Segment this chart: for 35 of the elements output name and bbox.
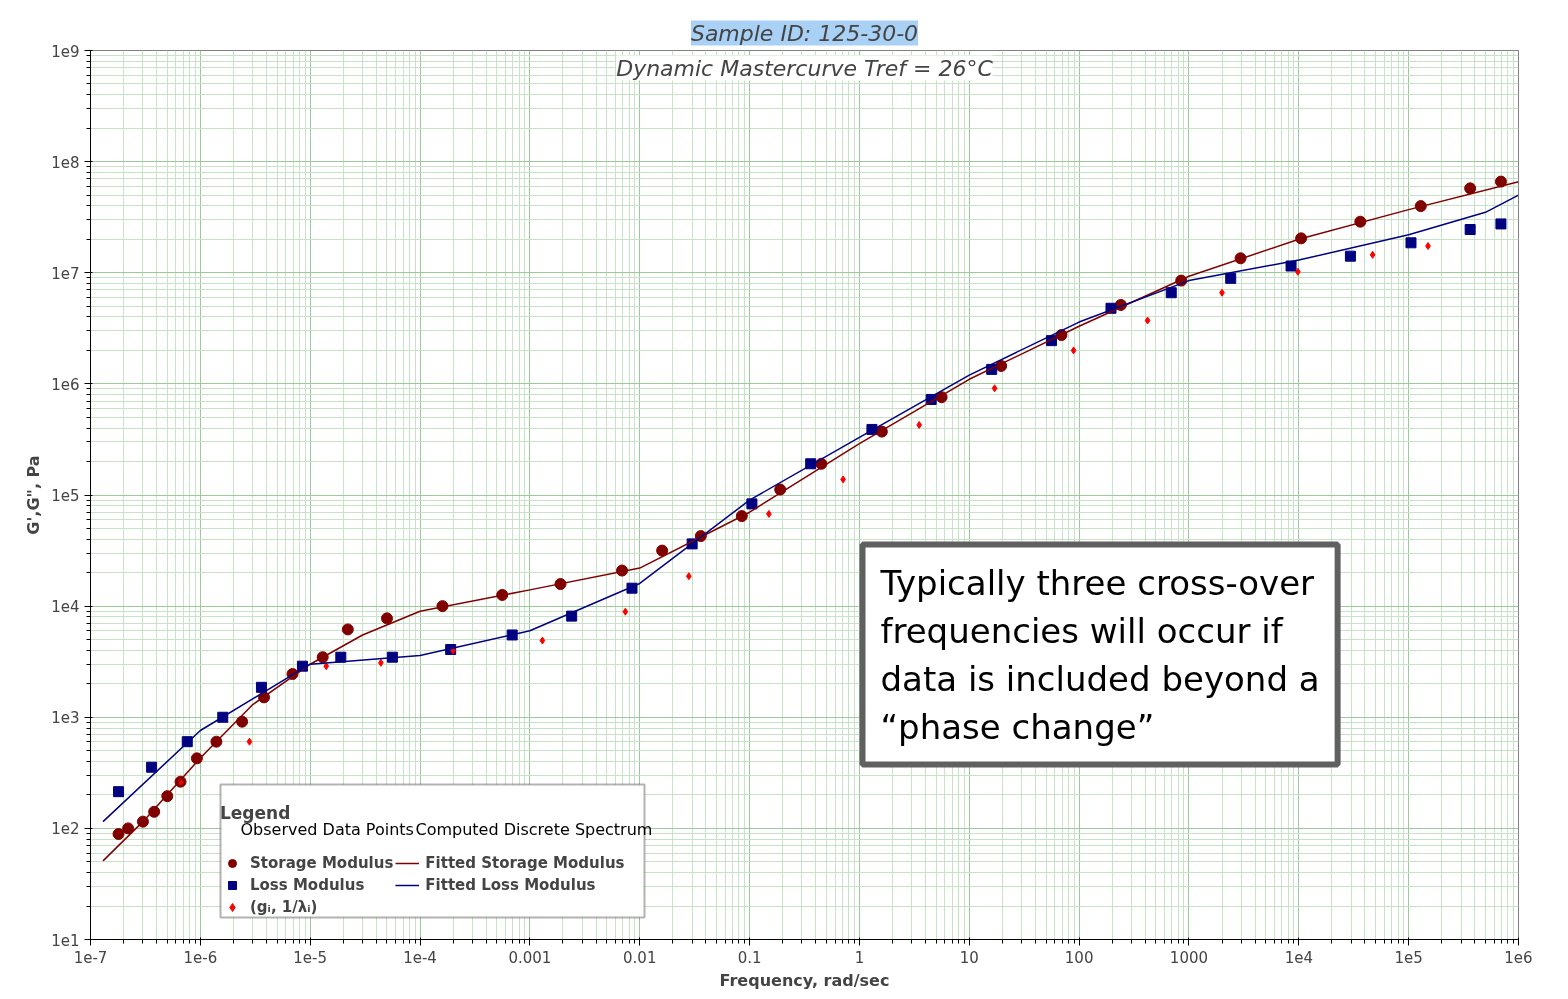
- legend-label: Fitted Loss Modulus: [425, 875, 596, 895]
- y-tick-label: 1e1: [51, 931, 80, 950]
- legend-label: Loss Modulus: [250, 875, 365, 895]
- x-axis-title: Frequency, rad/sec: [719, 970, 890, 990]
- x-tick-label: 1e6: [1504, 948, 1533, 967]
- y-tick-label: 1e6: [51, 375, 80, 394]
- x-tick-label: 0.01: [623, 948, 657, 967]
- y-tick-label: 1e4: [51, 598, 80, 617]
- x-tick-label: 1: [854, 948, 865, 967]
- chart-subtitle: Dynamic Mastercurve Tref = 26°C: [616, 55, 994, 81]
- y-tick-label: 1e2: [51, 820, 80, 839]
- legend-label: Storage Modulus: [250, 853, 394, 873]
- y-tick-label: 1e3: [51, 709, 80, 728]
- x-tick-label: 1e-7: [73, 948, 108, 967]
- annotation: Computed Discrete Spectrum: [415, 819, 653, 839]
- x-tick-label: 1e5: [1394, 948, 1423, 967]
- x-tick-label: 1000: [1169, 948, 1209, 967]
- x-tick-label: 0.1: [737, 948, 762, 967]
- chart-title: Sample ID: 125-30-0: [690, 20, 919, 46]
- x-tick-label: 1e-4: [403, 948, 437, 967]
- y-tick-label: 1e8: [51, 153, 80, 172]
- y-tick-label: 1e5: [51, 487, 80, 505]
- x-tick-label: 10: [959, 948, 979, 967]
- annotation: Typically three cross-over frequencies will occur if data is included beyond a “phase change”: [879, 562, 1320, 747]
- legend-label: (gᵢ, 1/λᵢ): [250, 897, 318, 917]
- y-axis-title: G',G", Pa: [24, 455, 44, 535]
- x-tick-label: 0.001: [508, 948, 552, 967]
- y-tick-label: 1e7: [51, 264, 80, 283]
- legend-label: Fitted Storage Modulus: [425, 853, 625, 873]
- x-tick-label: 1e-5: [293, 948, 328, 967]
- y-tick-label: 1e9: [51, 42, 80, 61]
- x-tick-label: 1e-6: [183, 948, 218, 967]
- x-tick-label: 1e4: [1284, 948, 1313, 967]
- legend-title: Legend: [220, 803, 291, 823]
- x-tick-label: 100: [1064, 948, 1094, 967]
